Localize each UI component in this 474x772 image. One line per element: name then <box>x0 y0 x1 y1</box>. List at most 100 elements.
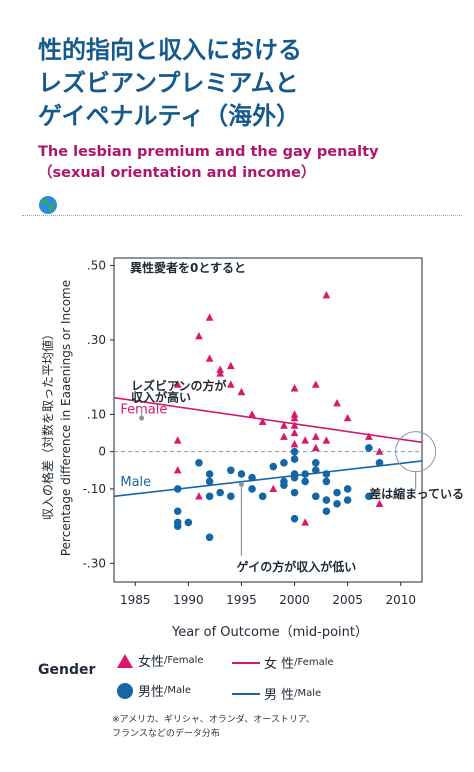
data-point-male <box>333 488 341 497</box>
annotation-gay-penalty: ゲイの方が収入が低い <box>236 559 356 574</box>
data-point-male <box>365 492 373 501</box>
data-point-female <box>173 436 182 444</box>
trend-label-female: Female <box>120 402 167 417</box>
legend-male-line: 男 性 /Male <box>232 684 321 703</box>
data-point-male <box>205 470 214 478</box>
data-point-female <box>311 380 320 388</box>
data-point-female <box>226 380 235 388</box>
data-point-male <box>322 477 331 486</box>
x-tick-label: 2010 <box>385 593 416 607</box>
data-point-female <box>365 432 373 440</box>
data-point-male <box>290 473 299 482</box>
data-point-female <box>311 432 320 440</box>
x-axis-label: Year of Outcome（mid-point） <box>171 625 368 640</box>
y-axis-label-en: Percentage difference in Eaaenings or In… <box>59 280 73 556</box>
data-point-female <box>269 484 278 493</box>
data-point-female <box>290 413 299 422</box>
line-swatch-female <box>232 661 260 664</box>
baseline-label: 異性愛者を0とすると <box>130 260 246 275</box>
data-point-female <box>290 440 299 448</box>
data-point-female <box>173 466 182 474</box>
data-point-male <box>290 514 299 523</box>
data-point-female <box>301 436 310 444</box>
data-point-male <box>301 477 309 486</box>
data-point-male <box>290 455 299 463</box>
data-point-female <box>322 436 331 444</box>
trend-line-male <box>113 460 423 498</box>
data-point-female <box>333 399 341 407</box>
data-point-male <box>227 466 235 475</box>
data-point-male <box>311 466 320 475</box>
data-point-male <box>343 485 352 493</box>
footnote: ※アメリカ、ギリシャ、オランダ、オーストリア、 フランスなどのデータ分布 <box>112 715 315 739</box>
data-point-female <box>205 313 214 321</box>
data-point-male <box>205 492 214 501</box>
data-point-female <box>280 421 288 429</box>
data-point-male <box>173 507 182 516</box>
page-title: 性的指向と収入における レズビアンプレミアムと ゲイペナルティ（海外） <box>38 34 458 133</box>
x-tick-label: 2000 <box>279 593 310 607</box>
data-point-male <box>173 485 182 493</box>
data-point-male <box>248 485 256 493</box>
legend-female-marker: 女性 /Female <box>116 651 204 670</box>
data-point-male <box>311 492 320 501</box>
line-swatch-male <box>232 692 260 695</box>
data-point-male <box>365 444 373 452</box>
data-point-male <box>173 522 182 530</box>
data-point-male <box>269 462 278 471</box>
data-point-female <box>343 413 352 422</box>
data-point-female <box>280 432 288 440</box>
data-point-male <box>205 533 214 542</box>
data-point-male <box>301 470 309 478</box>
x-tick-label: 1985 <box>120 593 151 607</box>
trend-line-female <box>113 396 423 444</box>
data-point-male <box>227 492 235 501</box>
triangle-icon <box>117 653 133 668</box>
y-tick-label: .10 <box>87 407 106 421</box>
data-point-female <box>216 369 225 377</box>
y-tick-label: -.30 <box>83 556 106 570</box>
callout-dot <box>139 415 145 421</box>
data-point-female <box>216 365 225 373</box>
y-axis-label-ja: 収入の格差（対数を取った平均値） <box>40 328 55 520</box>
title-line: ゲイペナルティ（海外） <box>38 102 301 130</box>
data-point-female <box>375 447 384 455</box>
data-point-male <box>248 473 256 482</box>
data-point-female <box>290 428 299 437</box>
data-point-female <box>248 410 256 418</box>
data-point-male <box>184 518 193 527</box>
legend-male-marker: 男性 /Male <box>116 681 191 700</box>
data-point-male <box>311 459 320 467</box>
x-tick-label: 1990 <box>173 593 204 607</box>
data-point-female <box>290 384 299 392</box>
subtitle-line: （sexual orientation and income） <box>38 165 316 181</box>
data-point-male <box>280 459 288 467</box>
legend-female-line: 女 性 /Female <box>232 653 334 672</box>
data-point-female <box>290 421 299 429</box>
y-tick-label: -.10 <box>83 482 106 496</box>
data-point-male <box>375 459 384 467</box>
data-point-male <box>205 477 214 486</box>
data-point-female <box>311 443 320 452</box>
data-point-male <box>216 488 225 497</box>
globe-icon <box>39 196 57 214</box>
annotation-gap-closing: 差は縮まっている <box>368 486 464 501</box>
data-point-male <box>322 496 331 504</box>
data-point-male <box>280 481 288 489</box>
data-point-male <box>258 492 267 501</box>
data-point-female <box>375 499 384 507</box>
subtitle-line: The lesbian premium and the gay penalty <box>38 144 379 160</box>
data-point-male <box>237 470 246 478</box>
data-point-female <box>173 380 182 388</box>
data-point-male <box>343 496 352 504</box>
data-point-female <box>195 492 203 500</box>
x-tick-label: 1995 <box>226 593 257 607</box>
y-tick-label: .50 <box>87 258 106 272</box>
data-point-female <box>205 354 214 362</box>
data-point-female <box>322 291 331 299</box>
data-point-female <box>195 332 203 340</box>
data-point-male <box>322 507 331 516</box>
data-point-male <box>290 488 299 497</box>
data-point-female <box>290 410 299 418</box>
